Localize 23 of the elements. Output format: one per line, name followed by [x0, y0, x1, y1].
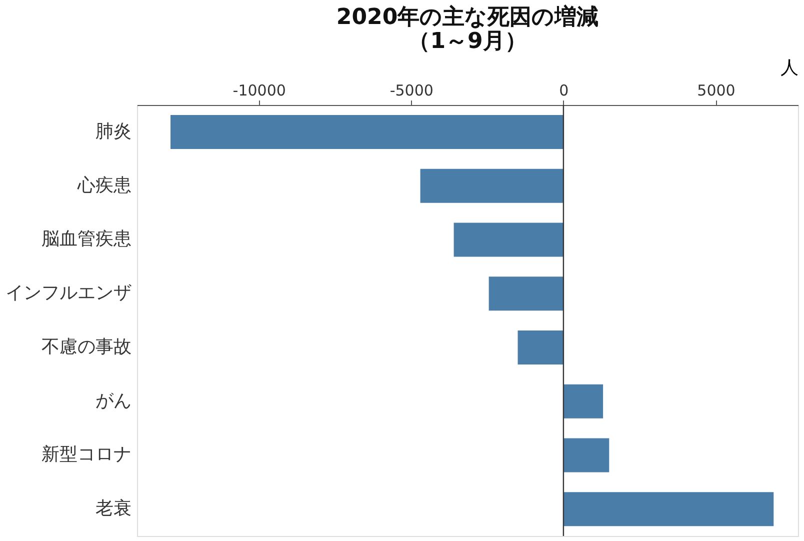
- y-tick-label: がん: [96, 390, 132, 412]
- bar: [488, 276, 564, 311]
- x-axis-title: 人: [780, 58, 798, 78]
- y-tick-label: 心疾患: [76, 174, 132, 196]
- x-tick-label: 5000: [697, 82, 736, 100]
- bar: [563, 438, 610, 472]
- x-tick-label: -5000: [390, 82, 434, 100]
- bar: [454, 222, 564, 257]
- bar: [170, 114, 564, 149]
- text: （1～9月）: [408, 29, 527, 54]
- bar: [420, 168, 564, 203]
- y-tick-label: 肺炎: [96, 120, 132, 142]
- text: 2020年の主な死因の増減: [336, 5, 599, 30]
- y-tick-label: 脳血管疾患: [42, 228, 132, 250]
- y-tick-label: インフルエンザ: [6, 282, 132, 304]
- y-tick-label: 老衰: [96, 498, 132, 520]
- bar: [563, 492, 774, 526]
- bar: [563, 384, 604, 418]
- x-tick-label: 0: [559, 82, 569, 100]
- y-tick-label: 新型コロナ: [42, 444, 132, 466]
- x-tick-label: -10000: [232, 82, 286, 100]
- y-tick-label: 不慮の事故: [42, 336, 132, 358]
- bar: [518, 330, 564, 364]
